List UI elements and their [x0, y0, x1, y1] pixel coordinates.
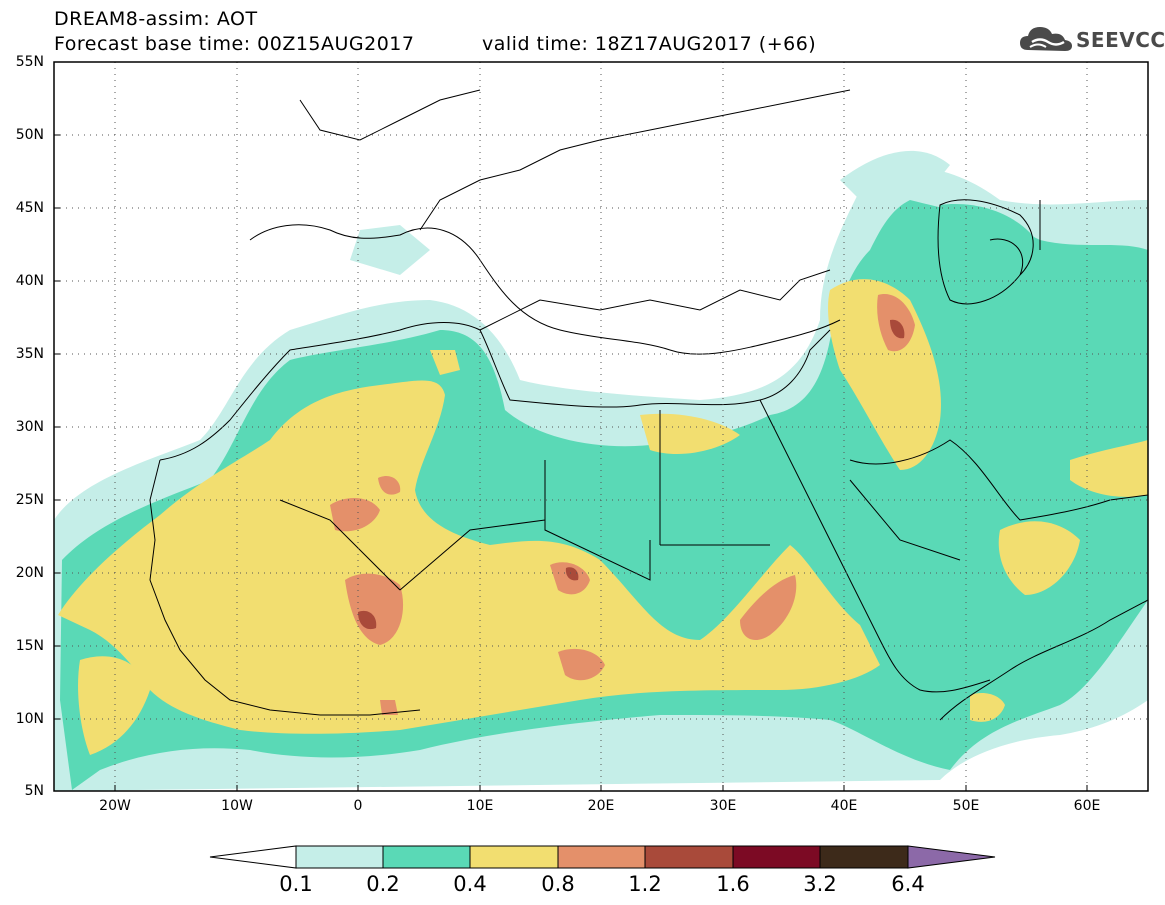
lon-label: 10W — [221, 798, 253, 814]
colorbar — [209, 845, 996, 869]
lat-label: 20N — [15, 565, 44, 581]
colorbar-swatch — [382, 845, 471, 869]
lat-label: 50N — [15, 127, 44, 143]
axis-ticks — [54, 61, 1088, 792]
lat-label: 45N — [15, 200, 44, 216]
lon-label: 10E — [466, 798, 494, 814]
lat-label: 25N — [15, 492, 44, 508]
lat-label: 5N — [24, 783, 44, 799]
lat-label: 30N — [15, 419, 44, 435]
lat-label: 10N — [15, 711, 44, 727]
lon-label: 20W — [99, 798, 131, 814]
colorbar-label: 0.4 — [453, 872, 487, 896]
lon-label: 50E — [952, 798, 980, 814]
colorbar-label: 1.2 — [628, 872, 662, 896]
lat-label: 15N — [15, 638, 44, 654]
logo-text: SEEVCCC — [1076, 28, 1165, 52]
colorbar-swatch — [557, 845, 646, 869]
seevccc-logo: SEEVCCC — [1018, 22, 1165, 56]
colorbar-swatch — [732, 845, 821, 869]
lat-label: 55N — [15, 54, 44, 70]
aot-level-1.2 — [358, 319, 905, 630]
colorbar-swatch — [819, 845, 909, 869]
colorbar-label: 0.8 — [541, 872, 575, 896]
colorbar-label: 1.6 — [716, 872, 750, 896]
grid-lines — [54, 62, 1148, 791]
colorbar-over-arrow — [907, 845, 996, 869]
colorbar-swatch — [644, 845, 734, 869]
lon-label: 60E — [1073, 798, 1101, 814]
colorbar-label: 0.2 — [366, 872, 400, 896]
colorbar-swatch — [295, 845, 384, 869]
colorbar-label: 0.1 — [279, 872, 313, 896]
forecast-base-time: Forecast base time: 00Z15AUG2017 — [54, 33, 415, 55]
lon-label: 20E — [587, 798, 615, 814]
map-title: DREAM8-assim: AOT — [54, 8, 258, 30]
aot-level-0.8 — [330, 294, 915, 715]
colorbar-swatch — [469, 845, 559, 869]
cloud-icon — [1020, 27, 1072, 51]
lat-label: 40N — [15, 273, 44, 289]
lon-label: 0 — [353, 798, 363, 814]
lon-label: 40E — [830, 798, 858, 814]
colorbar-under-arrow — [209, 845, 297, 869]
colorbar-label: 6.4 — [891, 872, 925, 896]
valid-time: valid time: 18Z17AUG2017 (+66) — [482, 33, 817, 55]
colorbar-label: 3.2 — [803, 872, 837, 896]
lon-label: 30E — [709, 798, 737, 814]
lat-label: 35N — [15, 346, 44, 362]
